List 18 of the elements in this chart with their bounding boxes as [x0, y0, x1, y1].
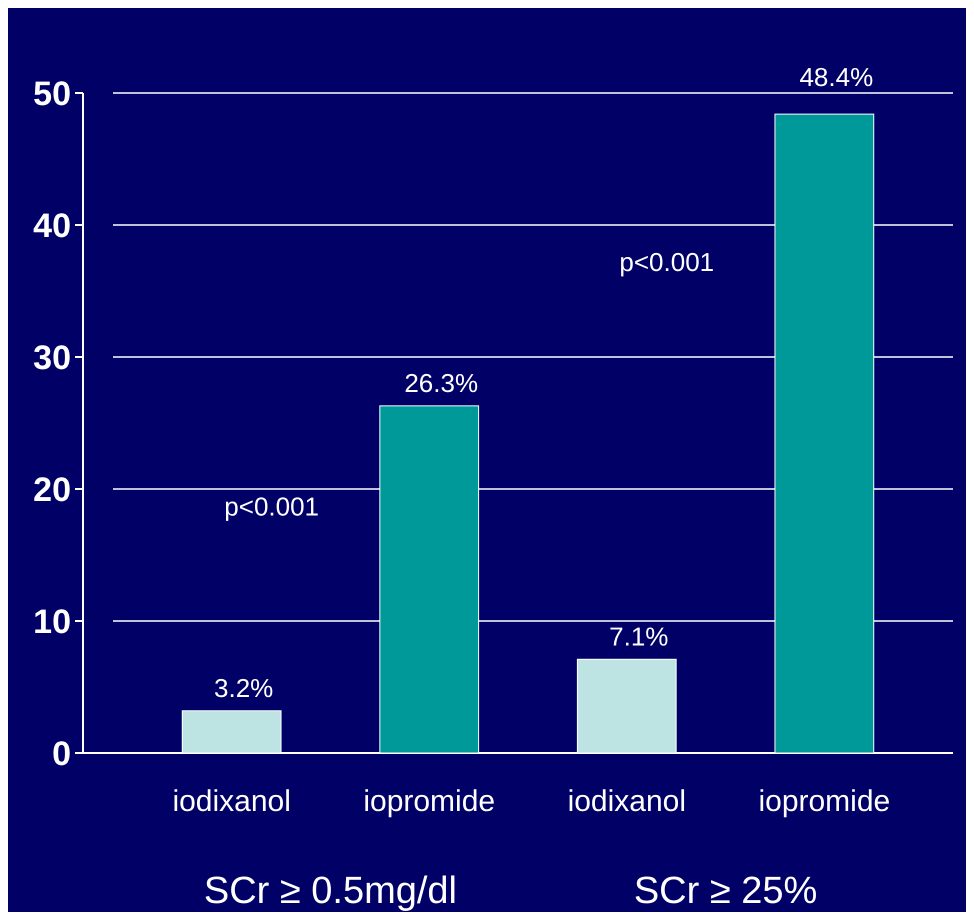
y-tick-label: 20 [33, 470, 71, 509]
x-tick-label: iopromide [758, 785, 890, 818]
data-label: 3.2% [214, 672, 274, 703]
x-tick-label: iodixanol [172, 785, 291, 818]
y-tick-label: 30 [33, 338, 71, 377]
annotation: p<0.001 [619, 247, 714, 278]
text: SCr ≥ 0.5mg/dl [204, 870, 458, 912]
y-tick-label: 0 [52, 734, 71, 773]
data-label: 7.1% [609, 621, 668, 652]
x-tick-label: iodixanol [568, 785, 686, 818]
y-tick-label: 40 [33, 206, 71, 245]
text: SCr ≥ 25% [634, 870, 818, 912]
y-tick-label: 10 [33, 602, 71, 641]
annotation: p<0.001 [224, 491, 320, 522]
x-tick-label: iopromide [363, 785, 496, 818]
data-label: 48.4% [799, 62, 874, 92]
y-tick-label: 50 [33, 74, 71, 113]
data-label: 26.3% [404, 368, 478, 398]
